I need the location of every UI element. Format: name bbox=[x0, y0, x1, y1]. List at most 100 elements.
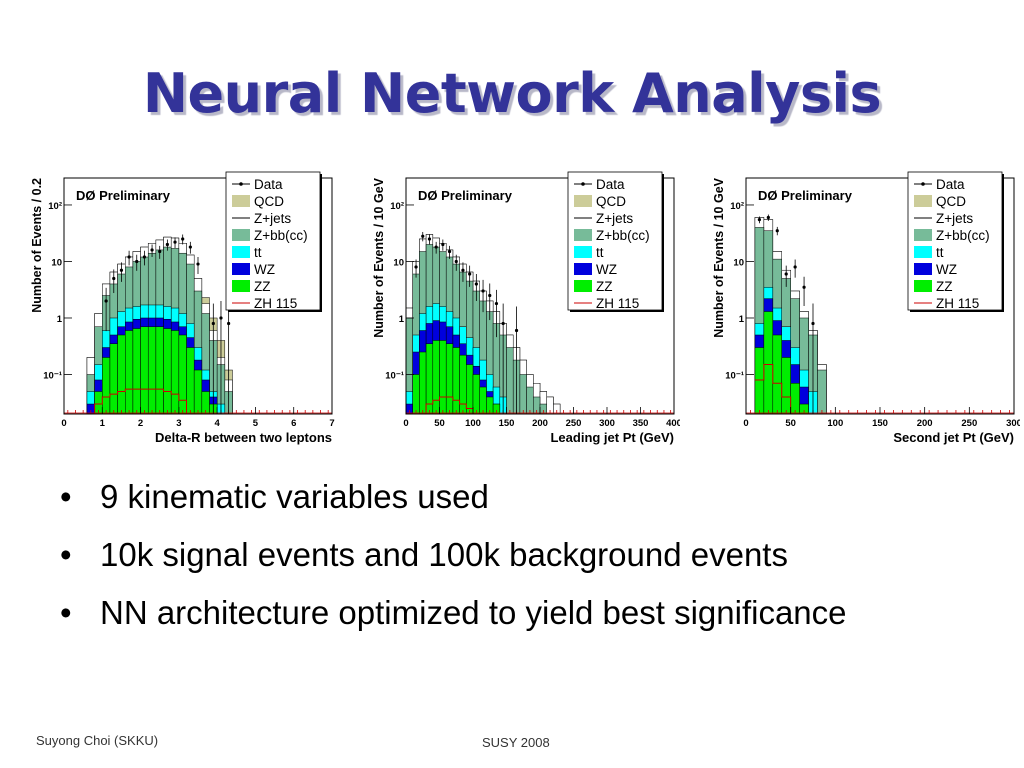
x-tick-label: 4 bbox=[214, 418, 220, 429]
legend-label: Data bbox=[596, 177, 625, 192]
histogram-stack bbox=[406, 231, 674, 414]
data-point bbox=[481, 289, 485, 293]
data-point bbox=[474, 282, 478, 286]
y-tick-label: 1 bbox=[57, 314, 63, 325]
slide-title: Neural Network Analysis bbox=[142, 62, 882, 125]
bar-ZZ bbox=[186, 347, 195, 414]
x-tick-label: 0 bbox=[403, 418, 408, 429]
bar-ZZ bbox=[117, 334, 126, 414]
y-tick-label: 1 bbox=[739, 314, 745, 325]
bar-ZZ bbox=[781, 357, 791, 414]
legend-symbol-tt bbox=[914, 246, 932, 258]
bar-ZZ bbox=[472, 374, 480, 414]
bar-ZZ bbox=[170, 330, 180, 414]
data-point bbox=[461, 268, 465, 272]
legend-label: ZH 115 bbox=[596, 296, 639, 311]
legend-label: tt bbox=[596, 245, 604, 260]
x-tick-label: 3 bbox=[176, 418, 181, 429]
bullet-icon: • bbox=[60, 478, 72, 515]
legend-symbol-WZ bbox=[914, 263, 932, 275]
bar-ZZ bbox=[193, 369, 203, 414]
bar-ZZ bbox=[155, 326, 164, 414]
legend-label: tt bbox=[936, 245, 944, 260]
data-point bbox=[802, 285, 806, 289]
legend-label: ZZ bbox=[936, 279, 953, 294]
bar-ZZ bbox=[763, 311, 774, 414]
bar-ZZ bbox=[163, 328, 172, 414]
data-point bbox=[454, 259, 458, 264]
bar-ZZ bbox=[439, 340, 447, 414]
y-axis-label: Number of Events / 10 GeV bbox=[372, 177, 386, 337]
legend-symbol-ZZ bbox=[232, 280, 250, 292]
y-tick-label: 1 bbox=[399, 314, 405, 325]
y-tick-label: 10 bbox=[51, 257, 62, 268]
legend-label: Data bbox=[254, 177, 283, 192]
x-tick-label: 150 bbox=[499, 418, 515, 429]
bar-Zbb bbox=[817, 369, 827, 414]
x-tick-label: 100 bbox=[827, 418, 843, 429]
bar-ZZ bbox=[459, 354, 467, 414]
bar-ZZ bbox=[132, 328, 141, 414]
x-tick-label: 7 bbox=[329, 418, 334, 429]
plot-second-jet-pt-svg: 0 50 100 150 200 250 300 10⁻¹ 1 10 10² Second jet P… bbox=[712, 171, 1020, 445]
bullet-icon: • bbox=[60, 594, 72, 631]
legend-symbol-Zbb bbox=[232, 229, 250, 241]
plot-annotation: DØ Preliminary bbox=[758, 188, 853, 203]
data-point bbox=[434, 245, 438, 249]
x-tick-label: 350 bbox=[633, 418, 649, 429]
legend-symbol-Zbb bbox=[914, 229, 932, 241]
data-point bbox=[494, 301, 499, 306]
bar-ZZ bbox=[178, 334, 187, 414]
data-point bbox=[811, 321, 815, 326]
bar-ZZ bbox=[492, 403, 501, 414]
plot-annotation: DØ Preliminary bbox=[418, 188, 513, 203]
legend-symbol-tt bbox=[574, 246, 592, 258]
bullet-text: 10k signal events and 100k background ev… bbox=[100, 536, 788, 573]
legend-label: ZZ bbox=[254, 279, 271, 294]
bullet-item: • NN architecture optimized to yield best… bbox=[60, 594, 980, 632]
legend-label: ZZ bbox=[596, 279, 613, 294]
y-axis-label: Number of Events / 10 GeV bbox=[712, 177, 726, 337]
bar-ZZ bbox=[147, 326, 157, 414]
data-point bbox=[173, 240, 177, 244]
x-tick-label: 200 bbox=[532, 418, 548, 429]
data-point bbox=[104, 299, 108, 303]
x-tick-label: 50 bbox=[785, 418, 796, 429]
bullet-list: • 9 kinematic variables used • 10k signal … bbox=[60, 478, 980, 652]
data-point bbox=[150, 248, 154, 252]
series-line-ZH bbox=[754, 364, 809, 414]
data-point bbox=[421, 234, 425, 238]
data-point bbox=[468, 272, 472, 276]
x-tick-label: 300 bbox=[1006, 418, 1020, 429]
bar-ZZ bbox=[466, 364, 474, 414]
data-point bbox=[227, 321, 231, 326]
legend-symbol-QCD bbox=[914, 195, 932, 207]
legend-symbol-WZ bbox=[232, 263, 250, 275]
data-point bbox=[219, 316, 223, 320]
legend-label: QCD bbox=[596, 194, 626, 209]
legend-label: Z+bb(cc) bbox=[936, 228, 990, 243]
legend-symbol-Zbb bbox=[574, 229, 592, 241]
bar-Zjets bbox=[553, 403, 561, 414]
y-axis-label: Number of Events / 0.2 bbox=[30, 178, 44, 313]
x-tick-label: 100 bbox=[465, 418, 481, 429]
legend-label: Z+jets bbox=[596, 211, 633, 226]
legend-symbol-ZZ bbox=[574, 280, 592, 292]
legend-symbol-QCD bbox=[574, 195, 592, 207]
bullet-text: NN architecture optimized to yield best … bbox=[100, 594, 847, 631]
data-point bbox=[165, 242, 169, 247]
legend-symbol-QCD bbox=[232, 195, 250, 207]
legend-label: Z+bb(cc) bbox=[596, 228, 650, 243]
data-point bbox=[414, 265, 418, 269]
x-tick-label: 150 bbox=[872, 418, 888, 429]
plot-leading-jet-pt: 0 50 100 150 200 250 300 350 400 10⁻¹ 1 10 10² Leadin… bbox=[370, 168, 680, 448]
y-tick-label: 10² bbox=[390, 201, 404, 212]
legend-label: Z+jets bbox=[254, 211, 291, 226]
legend-symbol-data-point bbox=[921, 182, 925, 186]
y-tick-label: 10 bbox=[733, 257, 744, 268]
bar-ZZ bbox=[432, 340, 440, 414]
y-tick-label: 10⁻¹ bbox=[385, 370, 404, 381]
data-point bbox=[158, 249, 162, 254]
histogram-stack bbox=[746, 214, 1014, 414]
data-point bbox=[112, 276, 116, 281]
